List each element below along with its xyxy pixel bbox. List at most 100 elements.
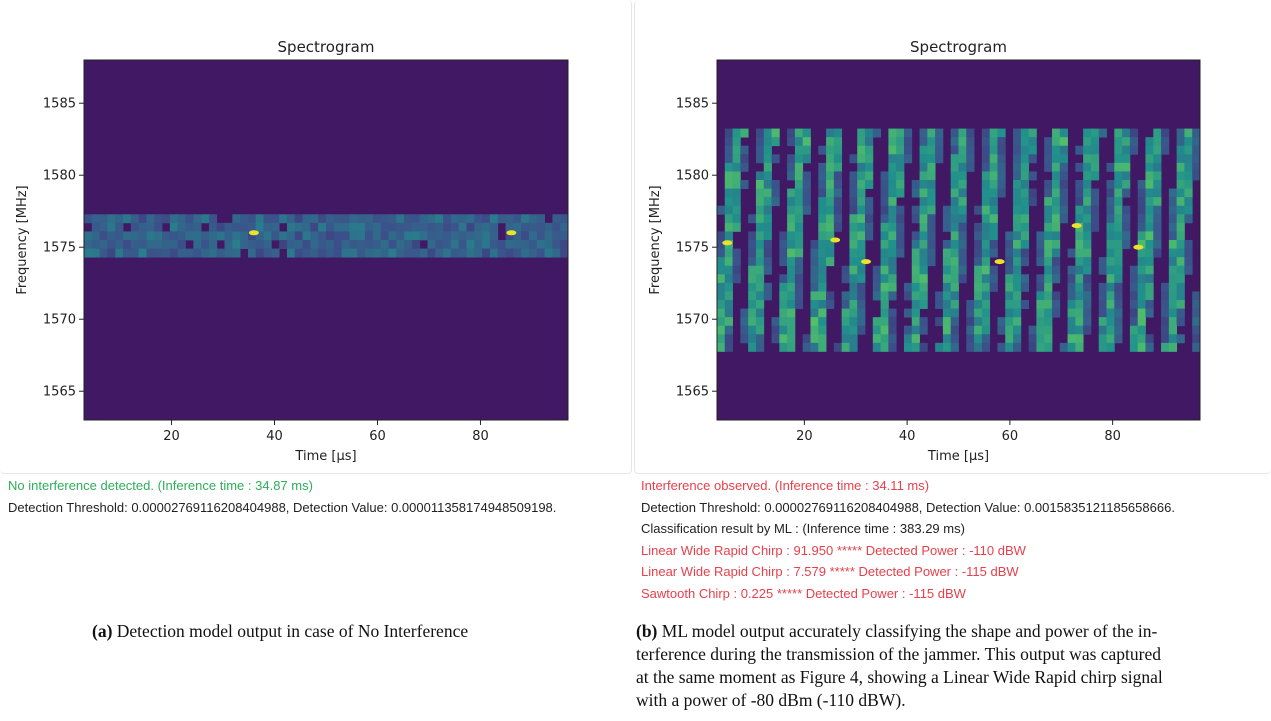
- heatmap-cell: [1044, 137, 1053, 147]
- heatmap-cell: [740, 162, 749, 172]
- heatmap-cell: [1083, 317, 1092, 327]
- bright-spot: [722, 240, 733, 246]
- heatmap-cell: [888, 162, 897, 172]
- heatmap-cell: [857, 300, 866, 309]
- heatmap-cell: [763, 188, 772, 198]
- heatmap-cell: [1083, 248, 1092, 258]
- heatmap-cell: [552, 214, 561, 224]
- heatmap-cell: [880, 205, 889, 215]
- x-axis-label: Time [μs]: [294, 449, 356, 464]
- heatmap-cell: [919, 145, 928, 155]
- heatmap-cell: [466, 240, 475, 249]
- heatmap-cell: [826, 128, 835, 138]
- heatmap-cell: [208, 231, 218, 241]
- heatmap-cell: [162, 240, 171, 249]
- heatmap-cell: [1075, 180, 1084, 189]
- heatmap-cell: [318, 222, 327, 232]
- heatmap-cell: [411, 222, 421, 232]
- heatmap-cell: [286, 214, 296, 224]
- heatmap-cell: [724, 171, 733, 181]
- heatmap-cell: [1114, 248, 1123, 258]
- heatmap-cell: [841, 265, 850, 275]
- heatmap-cell: [927, 205, 936, 215]
- heatmap-cell: [981, 180, 991, 189]
- heatmap-cell: [724, 205, 733, 215]
- heatmap-cell: [872, 342, 881, 352]
- heatmap-cell: [357, 231, 366, 241]
- heatmap-cell: [810, 308, 819, 318]
- heatmap-cell: [919, 197, 928, 207]
- heatmap-cell: [763, 214, 772, 224]
- heatmap-cell: [1075, 145, 1084, 155]
- heatmap-cell: [966, 162, 975, 172]
- log-line: Detection Threshold: 0.00002769116208404…: [8, 499, 557, 515]
- heatmap-cell: [466, 231, 475, 241]
- heatmap-cell: [888, 214, 897, 224]
- heatmap-cell: [1122, 240, 1131, 249]
- heatmap-cell: [748, 291, 757, 301]
- heatmap-cell: [474, 240, 483, 249]
- heatmap-cell: [99, 240, 108, 249]
- heatmap-cell: [1114, 257, 1123, 267]
- heatmap-cell: [880, 334, 889, 344]
- heatmap-cell: [1005, 334, 1014, 344]
- heatmap-cell: [724, 274, 733, 284]
- heatmap-cell: [84, 248, 93, 258]
- heatmap-cell: [1028, 325, 1037, 335]
- heatmap-cell: [950, 317, 959, 327]
- heatmap-cell: [1075, 342, 1084, 352]
- heatmap-cell: [888, 222, 897, 232]
- heatmap-cell: [130, 248, 140, 258]
- heatmap-cell: [1176, 231, 1185, 241]
- heatmap-cell: [724, 222, 733, 232]
- heatmap-cell: [1067, 265, 1076, 275]
- heatmap-cell: [771, 137, 780, 147]
- heatmap-cell: [1036, 231, 1045, 241]
- heatmap-cell: [997, 325, 1006, 335]
- heatmap-cell: [857, 145, 866, 155]
- heatmap-cell: [981, 240, 991, 249]
- heatmap-cell: [896, 205, 905, 215]
- heatmap-cell: [146, 222, 155, 232]
- heatmap-cell: [787, 205, 796, 215]
- heatmap-cell: [1176, 145, 1185, 155]
- heatmap-cell: [958, 171, 967, 181]
- heatmap-cell: [1161, 342, 1170, 352]
- heatmap-cell: [310, 231, 319, 241]
- heatmap-cell: [857, 325, 866, 335]
- heatmap-cell: [169, 231, 179, 241]
- heatmap-cell: [482, 240, 491, 249]
- heatmap-cell: [1192, 334, 1201, 344]
- caption-a-text: Detection model output in case of No Int…: [112, 621, 469, 641]
- heatmap-cell: [1192, 145, 1201, 155]
- heatmap-cell: [1176, 214, 1185, 224]
- caption-b: (b) ML model output accurately classifyi…: [636, 620, 1266, 712]
- heatmap-cell: [1106, 240, 1115, 249]
- heatmap-cell: [326, 240, 335, 249]
- heatmap-cell: [1176, 128, 1185, 138]
- heatmap-cell: [1044, 188, 1053, 198]
- heatmap-cell: [818, 231, 827, 241]
- heatmap-cell: [1168, 291, 1178, 301]
- heatmap-cell: [981, 308, 991, 318]
- heatmap-cell: [224, 248, 233, 258]
- heatmap-cell: [810, 334, 819, 344]
- heatmap-cell: [1106, 222, 1115, 232]
- heatmap-cell: [927, 197, 936, 207]
- heatmap-cell: [1184, 188, 1193, 198]
- heatmap-cell: [787, 248, 796, 258]
- heatmap-cell: [919, 240, 928, 249]
- heatmap-cell: [849, 180, 858, 189]
- heatmap-cell: [1083, 197, 1092, 207]
- heatmap-cell: [810, 342, 819, 352]
- heatmap-cell: [919, 325, 928, 335]
- x-axis-label: Time [μs]: [927, 449, 989, 464]
- heatmap-cell: [154, 248, 163, 258]
- heatmap-cell: [1059, 180, 1068, 189]
- heatmap-cell: [950, 334, 959, 344]
- heatmap-cell: [443, 231, 452, 241]
- heatmap-cell: [740, 317, 749, 327]
- heatmap-cell: [513, 231, 522, 241]
- heatmap-cell: [1028, 137, 1037, 147]
- heatmap-cell: [950, 282, 959, 292]
